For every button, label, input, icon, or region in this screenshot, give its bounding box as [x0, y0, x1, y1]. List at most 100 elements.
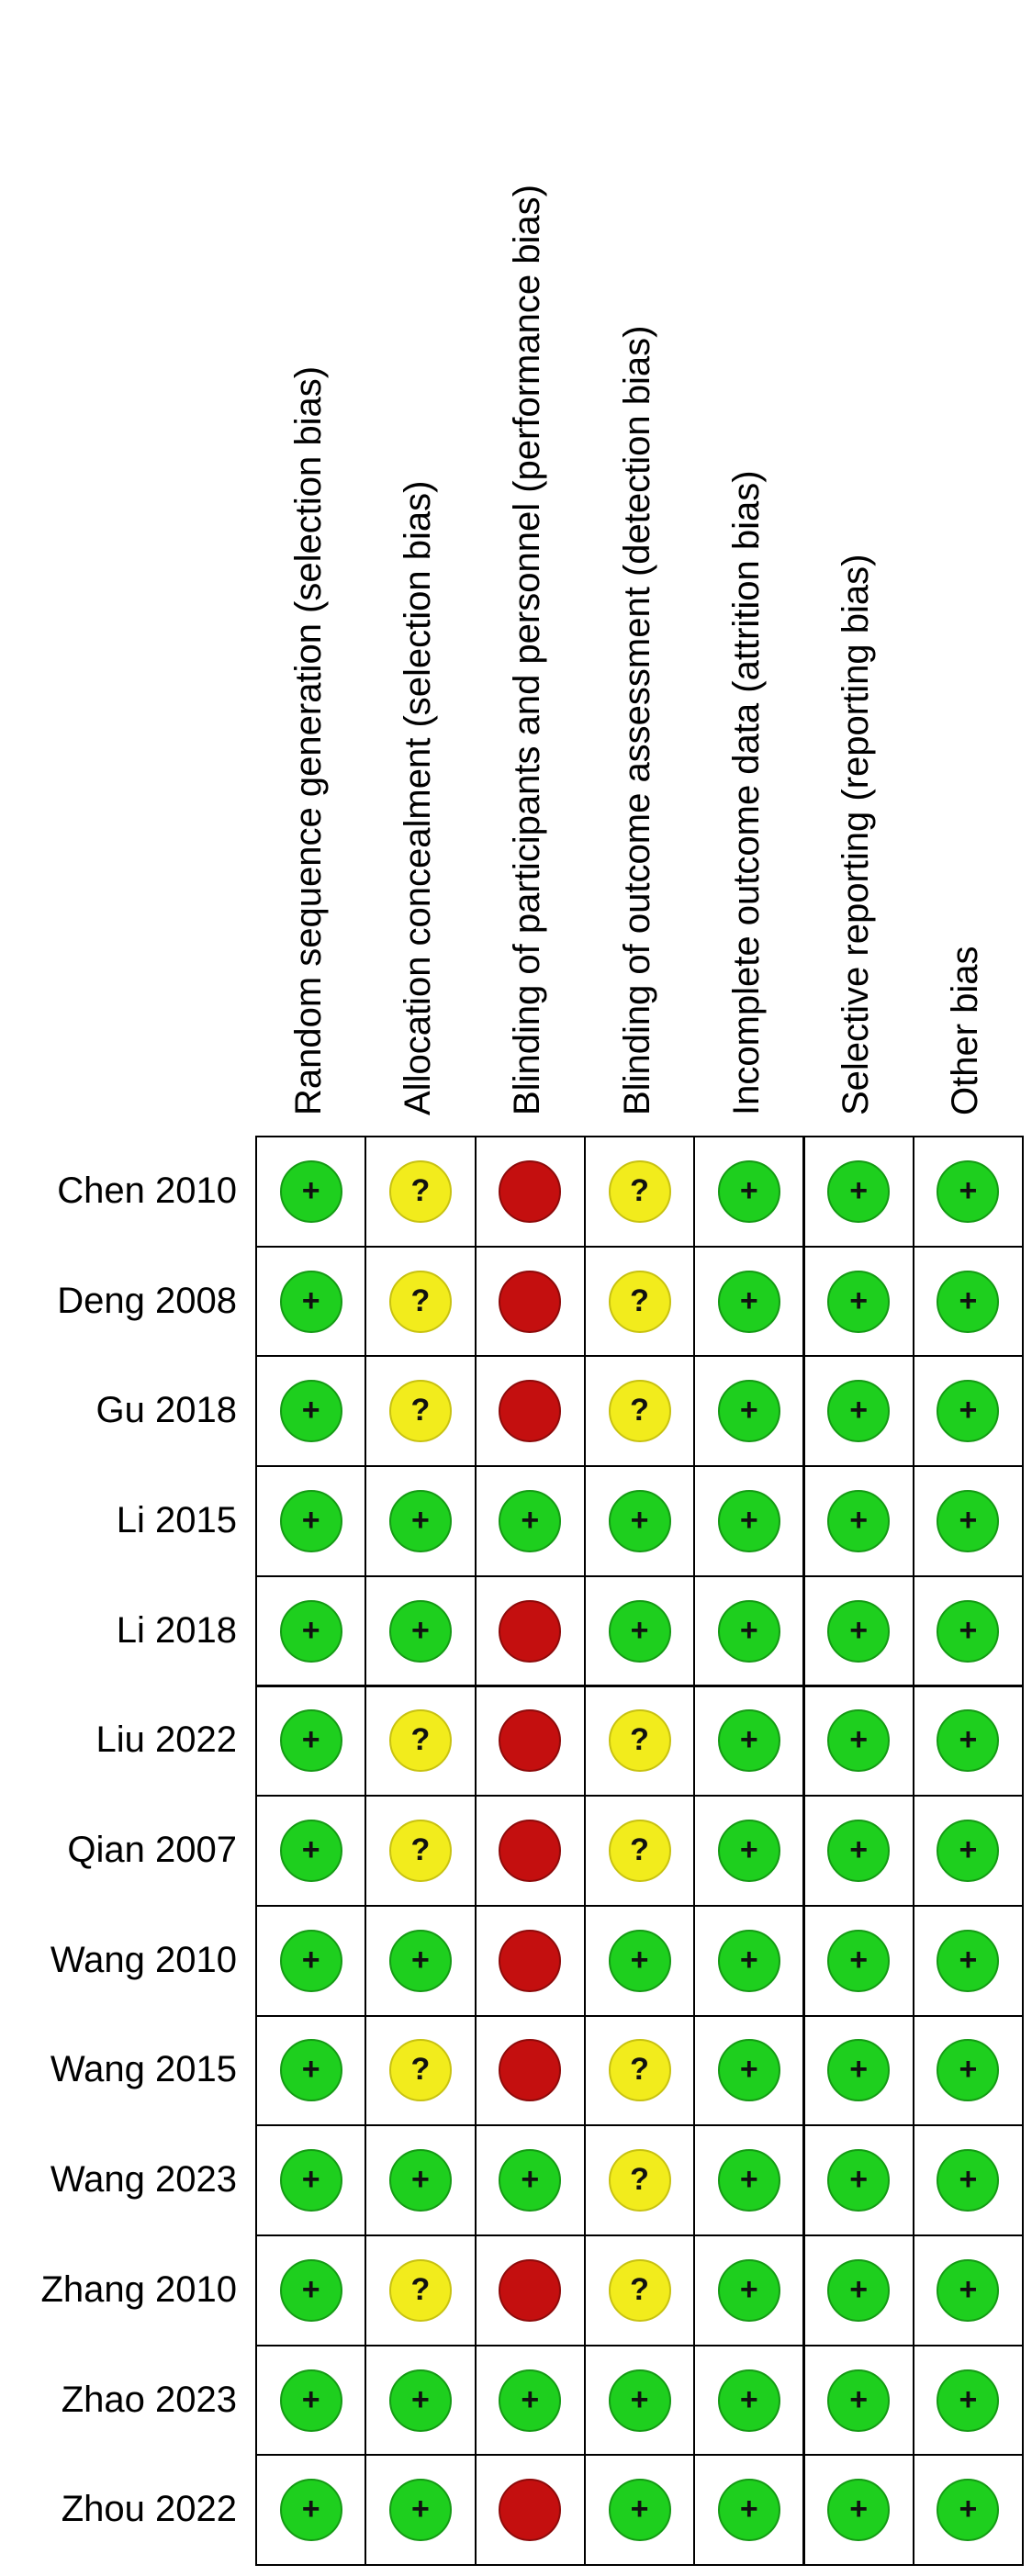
unclear-risk-dot [608, 1820, 671, 1883]
low-risk-dot [937, 1159, 1000, 1223]
plus-symbol: + [739, 1942, 758, 1977]
plus-symbol: + [411, 1502, 430, 1538]
plus-symbol: + [849, 2492, 869, 2527]
low-risk-dot [608, 2479, 671, 2542]
plus-symbol: + [959, 2381, 978, 2417]
low-risk-dot [279, 1709, 342, 1773]
low-risk-dot [717, 1270, 780, 1333]
low-risk-dot [388, 1929, 452, 1992]
study-label: Qian 2007 [67, 1830, 237, 1871]
low-risk-dot [937, 1380, 1000, 1443]
unclear-risk-dot [608, 1380, 671, 1443]
column-label: Random sequence generation (selection bi… [287, 365, 329, 1115]
plus-symbol: + [301, 1282, 320, 1318]
unclear-risk-dot [608, 1270, 671, 1333]
low-risk-dot [827, 2149, 891, 2212]
plus-symbol: + [739, 2052, 758, 2088]
low-risk-dot [827, 1489, 891, 1552]
unclear-risk-dot [388, 2039, 452, 2102]
question-symbol: ? [630, 1172, 649, 1208]
plus-symbol: + [301, 1612, 320, 1648]
question-symbol: ? [630, 2162, 649, 2198]
low-risk-dot [717, 2039, 780, 2102]
study-label: Gu 2018 [95, 1390, 237, 1431]
plus-symbol: + [301, 1832, 320, 1868]
low-risk-dot [388, 1599, 452, 1663]
low-risk-dot [937, 2369, 1000, 2432]
low-risk-dot [279, 2039, 342, 2102]
plus-symbol: + [739, 2492, 758, 2527]
plus-symbol: + [301, 1172, 320, 1208]
low-risk-dot [717, 1489, 780, 1552]
plus-symbol: + [739, 2162, 758, 2198]
low-risk-dot [279, 2369, 342, 2432]
study-label: Wang 2010 [50, 1939, 237, 1980]
plus-symbol: + [739, 1502, 758, 1538]
unclear-risk-dot [388, 1709, 452, 1773]
question-symbol: ? [410, 1393, 431, 1428]
unclear-risk-dot [388, 2258, 452, 2322]
plus-symbol: + [849, 1612, 869, 1648]
low-risk-dot [937, 1489, 1000, 1552]
plus-symbol: + [630, 2381, 649, 2417]
plus-symbol: + [739, 1172, 758, 1208]
column-label: Incomplete outcome data (attrition bias) [725, 470, 767, 1115]
grid-cell [912, 1245, 1025, 1358]
low-risk-dot [717, 1820, 780, 1883]
grid-cell [255, 2454, 367, 2567]
low-risk-dot [937, 1929, 1000, 1992]
low-risk-dot [499, 1489, 562, 1552]
low-risk-dot [937, 1599, 1000, 1663]
question-symbol: ? [410, 2052, 431, 2088]
low-risk-dot [717, 1380, 780, 1443]
study-label: Zhang 2010 [40, 2268, 237, 2310]
low-risk-dot [827, 1709, 891, 1773]
study-label: Chen 2010 [57, 1170, 237, 1211]
unclear-risk-dot [388, 1270, 452, 1333]
low-risk-dot [827, 1820, 891, 1883]
low-risk-dot [717, 2479, 780, 2542]
low-risk-dot [388, 1489, 452, 1552]
low-risk-dot [827, 1380, 891, 1443]
plus-symbol: + [630, 2492, 649, 2527]
plus-symbol: + [959, 2052, 978, 2088]
low-risk-dot [937, 1709, 1000, 1773]
plus-symbol: + [849, 1282, 869, 1318]
plus-symbol: + [959, 1172, 978, 1208]
plus-symbol: + [959, 2492, 978, 2527]
study-label: Li 2018 [116, 1609, 237, 1651]
plus-symbol: + [959, 1722, 978, 1758]
study-label: Zhou 2022 [61, 2489, 237, 2530]
low-risk-dot [388, 2479, 452, 2542]
low-risk-dot [827, 2369, 891, 2432]
low-risk-dot [937, 2039, 1000, 2102]
low-risk-dot [499, 2149, 562, 2212]
plus-symbol: + [301, 2381, 320, 2417]
plus-symbol: + [739, 1282, 758, 1318]
plus-symbol: + [301, 1393, 320, 1428]
plus-symbol: + [301, 2052, 320, 2088]
low-risk-dot [279, 1599, 342, 1663]
plus-symbol: + [849, 1722, 869, 1758]
grid-cell [693, 1136, 805, 1248]
low-risk-dot [937, 2479, 1000, 2542]
high-risk-dot [499, 1270, 562, 1333]
low-risk-dot [717, 1709, 780, 1773]
plus-symbol: + [630, 1612, 649, 1648]
question-symbol: ? [410, 2271, 431, 2307]
low-risk-dot [608, 2369, 671, 2432]
plus-symbol: + [739, 2381, 758, 2417]
study-label: Zhao 2023 [61, 2379, 237, 2420]
plus-symbol: + [849, 1172, 869, 1208]
plus-symbol: + [739, 1722, 758, 1758]
column-label: Other bias [945, 946, 986, 1115]
plus-symbol: + [411, 1612, 430, 1648]
plus-symbol: + [301, 1502, 320, 1538]
low-risk-dot [827, 1270, 891, 1333]
low-risk-dot [937, 2258, 1000, 2322]
plus-symbol: + [849, 2381, 869, 2417]
low-risk-dot [937, 1270, 1000, 1333]
low-risk-dot [279, 2149, 342, 2212]
plus-symbol: + [849, 1502, 869, 1538]
study-label: Wang 2023 [50, 2159, 237, 2201]
